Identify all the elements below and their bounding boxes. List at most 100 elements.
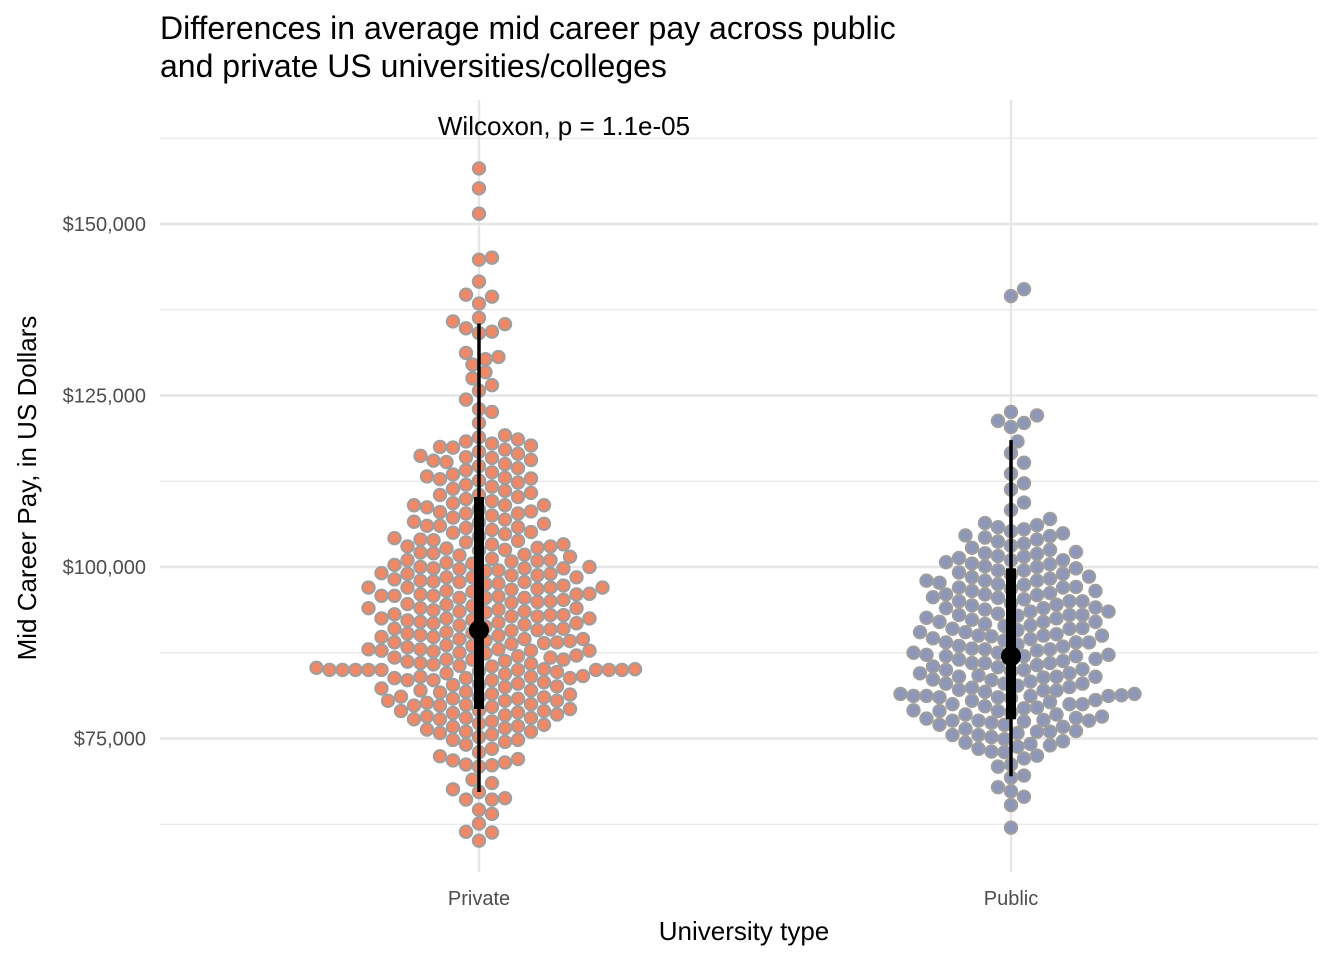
data-point-private: [426, 561, 441, 576]
data-point-private: [413, 627, 428, 643]
data-point-private: [374, 681, 389, 696]
data-point-private: [484, 741, 500, 756]
data-point-private: [400, 566, 415, 582]
data-point-private: [556, 578, 571, 593]
data-point-private: [549, 707, 565, 722]
data-point-public: [1068, 561, 1084, 576]
data-point-private: [523, 683, 539, 698]
data-point-private: [400, 626, 415, 641]
data-point-public: [919, 688, 934, 704]
data-point-public: [997, 745, 1012, 760]
data-point-private: [445, 440, 461, 455]
data-point-private: [458, 535, 474, 550]
data-point-private: [361, 662, 376, 678]
data-point-private: [523, 524, 539, 540]
data-point-public: [1016, 751, 1032, 766]
data-point-private: [497, 456, 513, 472]
data-point-private: [413, 545, 428, 560]
data-point-public: [951, 607, 967, 623]
data-point-public: [1049, 611, 1064, 626]
data-point-private: [510, 705, 526, 720]
data-point-private: [523, 504, 539, 519]
x-tick-label: Public: [984, 888, 1038, 910]
data-point-private: [400, 672, 415, 688]
data-point-public: [1049, 597, 1064, 612]
data-point-private: [497, 755, 513, 770]
data-point-public: [932, 703, 947, 719]
data-point-private: [497, 707, 513, 723]
data-point-public: [1088, 583, 1103, 599]
data-point-private: [445, 481, 461, 496]
data-point-public: [1042, 642, 1058, 657]
data-point-private: [504, 609, 519, 624]
data-point-private: [439, 638, 454, 653]
data-point-public: [1075, 620, 1090, 636]
data-point-private: [413, 683, 428, 698]
data-point-public: [964, 680, 980, 695]
data-point-public: [1062, 594, 1077, 609]
data-point-private: [530, 609, 545, 624]
data-point-private: [497, 790, 513, 806]
data-point-public: [977, 573, 993, 588]
y-axis-label: Mid Career Pay, in US Dollars: [12, 316, 42, 661]
data-point-private: [484, 714, 500, 729]
data-point-private: [582, 559, 597, 575]
data-point-private: [458, 287, 474, 302]
data-point-private: [406, 712, 422, 727]
data-point-public: [971, 628, 986, 643]
data-point-private: [517, 604, 532, 619]
data-point-private: [484, 324, 500, 339]
data-point-private: [523, 669, 539, 684]
data-point-public: [1023, 604, 1038, 619]
data-point-private: [400, 552, 415, 568]
data-point-public: [1003, 784, 1019, 799]
data-point-private: [471, 833, 487, 848]
data-point-public: [1068, 544, 1084, 560]
data-point-public: [912, 624, 928, 640]
data-point-private: [543, 566, 558, 582]
data-point-private: [569, 587, 584, 602]
data-point-public: [1016, 662, 1032, 678]
data-point-private: [484, 775, 500, 791]
data-point-public: [1016, 536, 1032, 551]
data-point-public: [1055, 526, 1071, 541]
data-point-private: [536, 717, 552, 732]
data-point-public: [938, 635, 954, 650]
data-point-public: [1023, 736, 1038, 752]
data-point-public: [1036, 683, 1051, 698]
data-point-private: [445, 732, 461, 748]
data-point-private: [536, 703, 552, 719]
data-point-private: [432, 439, 448, 455]
data-point-private: [400, 654, 415, 669]
data-point-private: [400, 596, 415, 612]
data-point-private: [484, 792, 500, 807]
data-point-private: [458, 321, 474, 336]
data-point-private: [374, 588, 389, 604]
data-point-private: [387, 635, 402, 650]
data-point-public: [1055, 639, 1071, 654]
data-point-private: [582, 643, 597, 658]
data-point-private: [491, 589, 506, 604]
data-point-public: [1003, 797, 1019, 813]
data-point-private: [536, 498, 552, 513]
data-point-private: [419, 469, 435, 484]
data-point-private: [387, 621, 402, 636]
data-point-private: [465, 357, 480, 372]
data-point-private: [374, 643, 389, 658]
data-point-private: [419, 709, 435, 724]
data-point-public: [1029, 559, 1045, 575]
data-point-private: [452, 590, 467, 606]
data-point-private: [556, 607, 571, 623]
data-point-private: [569, 616, 584, 631]
data-point-public: [1055, 566, 1071, 582]
summary-intervals: [469, 323, 1021, 793]
data-point-private: [504, 582, 519, 597]
data-point-public: [990, 690, 1006, 705]
data-point-private: [523, 710, 539, 726]
data-point-private: [536, 516, 552, 531]
data-point-public: [990, 759, 1006, 774]
data-point-public: [893, 686, 908, 702]
data-point-private: [445, 753, 461, 768]
data-point-public: [1094, 709, 1110, 724]
data-point-private: [569, 648, 584, 663]
